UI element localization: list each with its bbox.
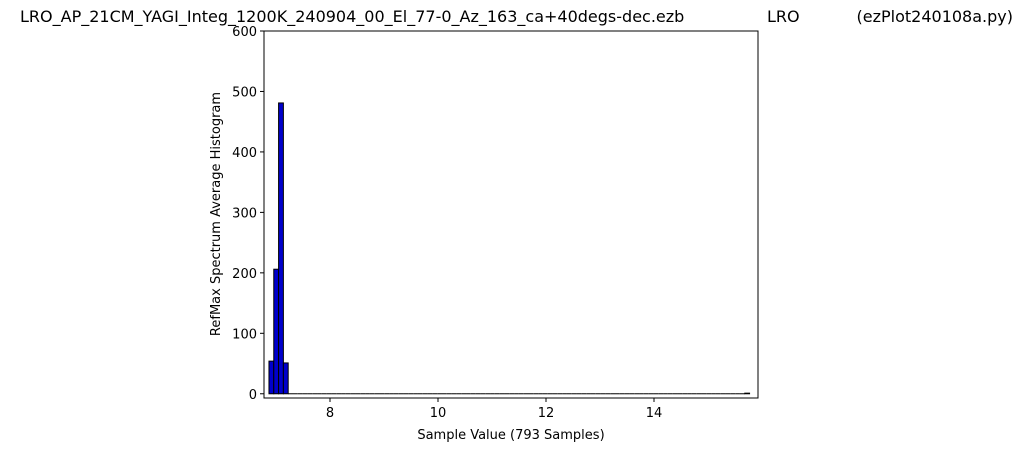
chart-title-right: (ezPlot240108a.py): [857, 7, 1013, 26]
plot-frame: [263, 30, 759, 399]
bar: [273, 268, 280, 395]
x-axis-label: Sample Value (793 Samples): [417, 428, 604, 443]
y-tick-label: 600: [232, 25, 257, 40]
y-tick-label: 500: [232, 85, 257, 100]
chart-title: LRO_AP_21CM_YAGI_Integ_1200K_240904_00_E…: [20, 7, 684, 27]
y-tick-label: 0: [249, 388, 257, 403]
x-tick-label: 8: [326, 406, 334, 421]
bar: [268, 360, 275, 395]
x-tick-label: 14: [646, 406, 663, 421]
bar: [744, 392, 751, 395]
bar: [278, 102, 284, 395]
y-tick-label: 200: [232, 267, 257, 282]
y-tick-label: 400: [232, 146, 257, 161]
bar: [282, 362, 289, 395]
chart-title-center: LRO: [767, 7, 800, 26]
y-axis-label: RefMax Spectrum Average Histogram: [209, 92, 224, 336]
y-tick-label: 300: [232, 206, 257, 221]
x-tick-label: 10: [430, 406, 447, 421]
y-tick-label: 100: [232, 327, 257, 342]
x-tick-label: 12: [538, 406, 555, 421]
